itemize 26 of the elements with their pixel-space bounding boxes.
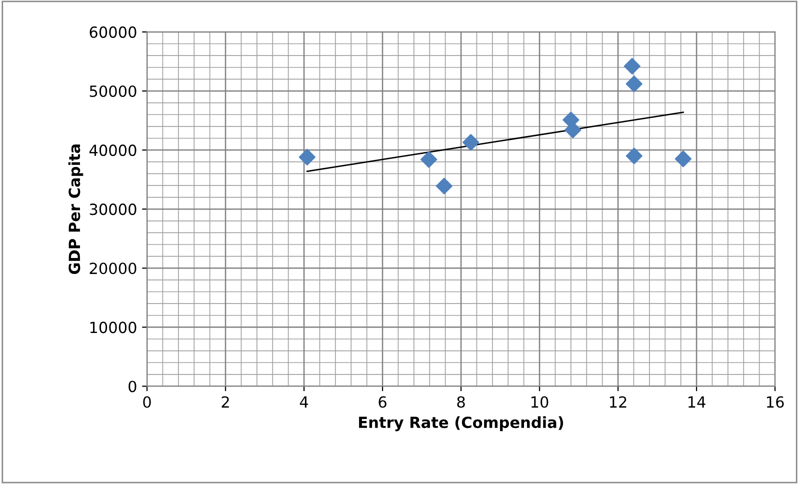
point [674,150,692,168]
point [462,134,480,151]
y-tick-label: 30000 [90,204,136,216]
y-tick-label: 60000 [90,26,136,38]
x-tick-label: 12 [610,396,626,408]
point [626,148,642,164]
y-axis-title: GDP Per Capita [68,144,84,274]
point [624,58,640,74]
x-tick-label: 6 [378,396,386,408]
x-tick-label: 14 [688,396,706,408]
x-tick-label: 16 [766,396,784,408]
y-tick-label: 50000 [90,85,136,98]
y-tick-label: 10000 [90,322,136,334]
y-tick-label: 0 [128,380,136,392]
x-tick-label: 8 [457,396,465,408]
x-tick-label: 2 [222,396,229,408]
y-tick-label: 40000 [89,144,136,156]
x-axis-title: Entry Rate (Compendia) [359,416,564,432]
point [420,151,438,168]
x-tick-label: 0 [143,396,151,408]
x-tick-label: 4 [300,396,308,408]
y-tick-label: 20000 [90,262,136,274]
point [436,178,452,194]
point [298,148,316,166]
point [626,76,642,92]
x-tick-label: 10 [531,396,548,408]
